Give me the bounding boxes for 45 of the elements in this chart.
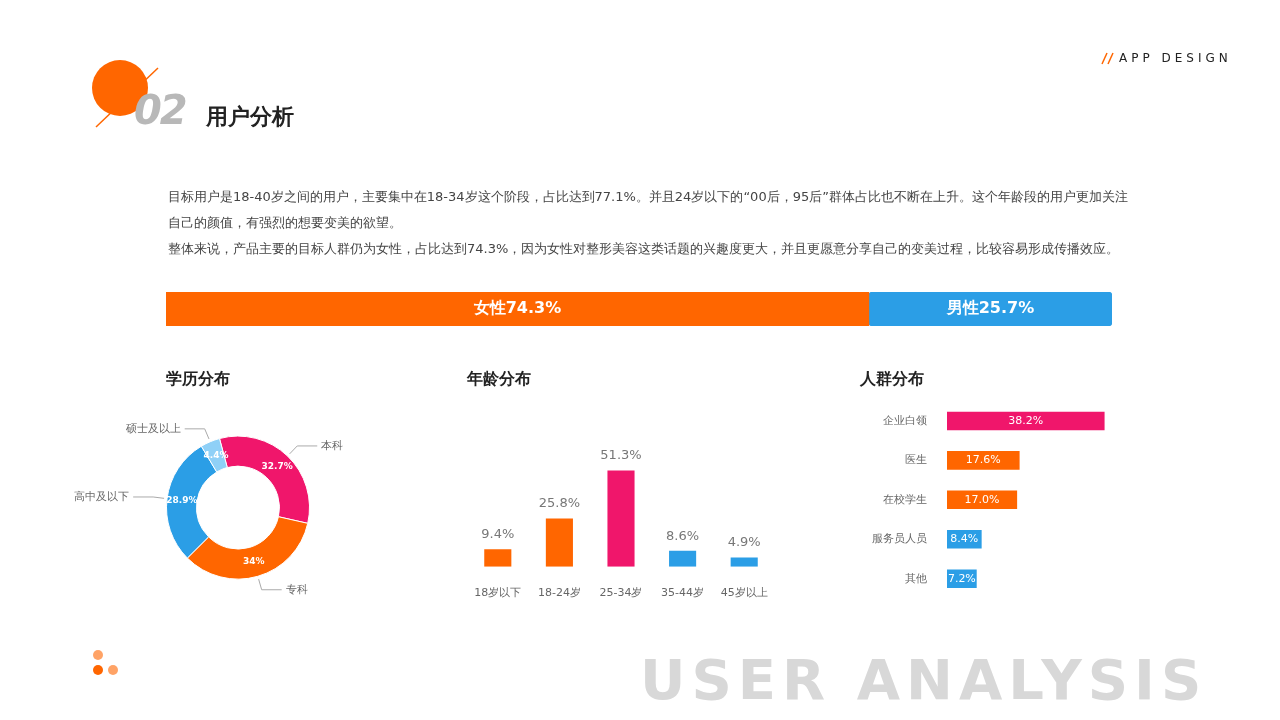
data-label: 34% — [242, 556, 265, 567]
x-tick-label: 18岁以下 — [474, 586, 522, 600]
data-label: 28.9% — [166, 494, 198, 505]
data-label: 74.3% — [505, 298, 562, 318]
data-label: 8.6% — [666, 527, 700, 543]
data-label: 7.2% — [947, 571, 976, 585]
x-tick-label: 18-24岁 — [537, 586, 581, 600]
x-tick-label: 35-44岁 — [661, 586, 705, 600]
slice-label: 高中及以下 — [74, 489, 130, 503]
data-label: 51.3% — [600, 447, 642, 463]
text: 用户分析 — [206, 103, 294, 131]
slice-label: 硕士及以上 — [124, 421, 181, 435]
series-label: 女性 — [472, 298, 506, 318]
data-label: 9.4% — [481, 526, 515, 542]
text: 02 — [134, 87, 186, 133]
data-label: 25.8% — [538, 495, 581, 511]
bar — [545, 518, 573, 567]
bar — [947, 451, 1020, 470]
text: APP DESIGN — [1119, 51, 1232, 65]
bar — [669, 550, 697, 567]
text: 整体来说，产品主要的目标人群仍为女性，占比达到74.3%，因为女性对整形美容这类话题的兴趣度更大，并且更愿意分享自己的变美过程，比较容易形成传播效应。 — [168, 240, 1121, 258]
x-tick-label: 45岁以上 — [720, 586, 768, 600]
data-label: 8.4% — [950, 532, 979, 546]
bar — [607, 470, 635, 567]
slice-label: 专科 — [285, 582, 308, 596]
data-label: 38.2% — [1008, 413, 1044, 427]
data-label: 17.6% — [965, 453, 1001, 467]
y-tick-label: 在校学生 — [883, 492, 927, 506]
bar — [947, 411, 1105, 431]
data-label: 4.9% — [727, 534, 761, 550]
bar — [484, 549, 512, 567]
slice-label: 本科 — [321, 438, 344, 452]
text: 目标用户是18-40岁之间的用户，主要集中在18-34岁这个阶段，占比达到77.1%。并且24岁以下的“00后，95后”群体占比也不断在上升。这个年龄段的用户更加关注自己的颜值，有强烈的想要变美的欲望。 — [168, 188, 1128, 232]
x-tick-label: 25-34岁 — [599, 586, 643, 600]
chart-title: 学历分布 — [166, 368, 230, 388]
series-label: 男性 — [945, 298, 979, 318]
y-tick-label: 服务员人员 — [872, 532, 927, 546]
chart-title: 人群分布 — [859, 368, 924, 388]
y-tick-label: 企业白领 — [883, 413, 927, 427]
data-label: 25.7% — [978, 298, 1035, 318]
y-tick-label: 医生 — [905, 453, 927, 467]
y-tick-label: 其他 — [905, 571, 927, 585]
chart-title: 年龄分布 — [466, 368, 531, 388]
data-label: 32.7% — [261, 461, 293, 472]
data-label: 17.0% — [964, 492, 1000, 506]
